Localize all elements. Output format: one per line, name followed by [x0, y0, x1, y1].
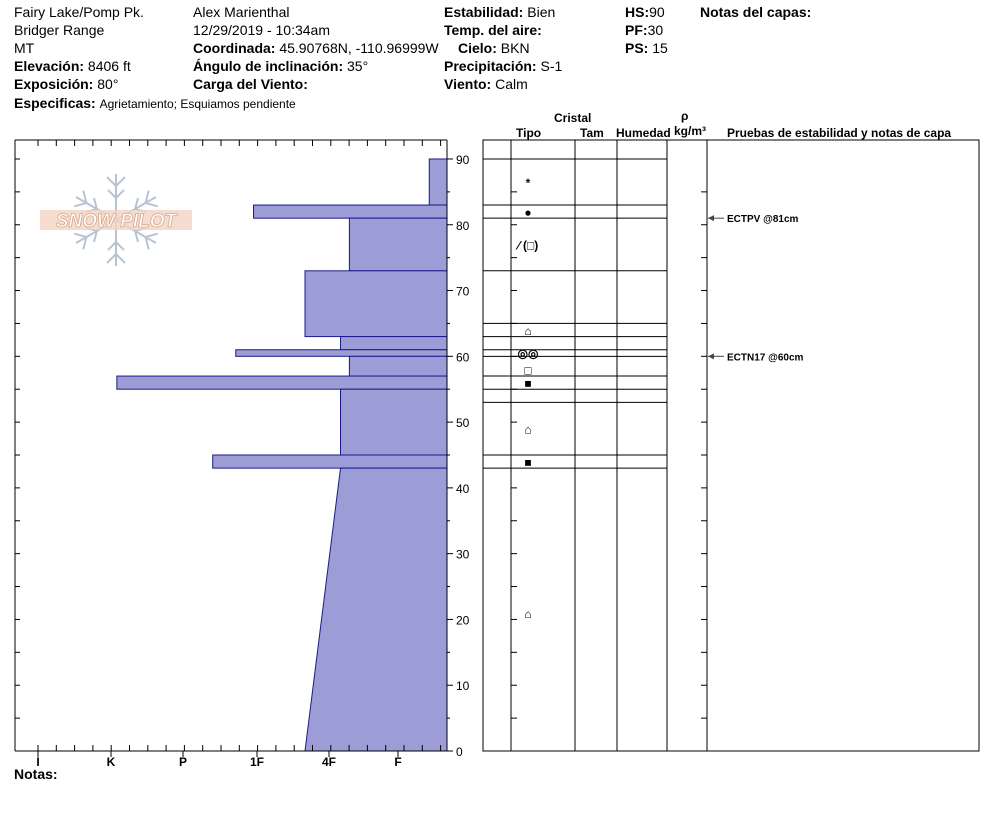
- depth-label: 10: [456, 679, 470, 693]
- hardness-bar: [304, 270, 448, 338]
- tests-header: Pruebas de estabilidad y notas de capa: [727, 126, 952, 140]
- hardness-bar: [304, 467, 448, 752]
- pf: PF:30: [625, 22, 663, 38]
- state: MT: [14, 40, 35, 56]
- specifics-label: Especificas:: [14, 95, 96, 111]
- hardness-bar: [340, 388, 448, 456]
- depth-label: 50: [456, 416, 470, 430]
- hardness-label: 4F: [322, 755, 336, 769]
- precip-label: Precipitación:: [444, 58, 537, 74]
- type-header: Tipo: [516, 126, 542, 140]
- stability: Estabilidad: Bien: [444, 4, 555, 20]
- hardness-bar: [428, 158, 448, 206]
- air-temp-label: Temp. del aire:: [444, 22, 542, 38]
- logo-text: SNOW PILOT: [56, 211, 178, 232]
- stability-value: Bien: [527, 4, 556, 20]
- range: Bridger Range: [14, 22, 105, 38]
- aspect: Exposición: 80°: [14, 76, 118, 92]
- aspect-value: 80°: [97, 76, 119, 92]
- hardness-bar: [348, 355, 448, 377]
- datetime: 12/29/2019 - 10:34am: [193, 22, 330, 38]
- elevation-value: 8406 ft: [87, 58, 131, 74]
- wind-label: Viento:: [444, 76, 492, 92]
- slope-value: 35°: [347, 58, 369, 74]
- test-arrow: [708, 353, 714, 360]
- hardness-bar: [340, 336, 448, 351]
- size-header: Tam: [580, 126, 604, 140]
- grain-type-symbol: ◎◎: [518, 346, 539, 360]
- sky-label: Cielo:: [458, 40, 497, 56]
- wind-value: Calm: [495, 76, 528, 92]
- hardness-bar: [235, 349, 448, 357]
- grain-type-symbol: ■: [524, 377, 531, 391]
- density-unit-header: kg/m³: [674, 124, 707, 138]
- depth-label: 0: [456, 745, 463, 759]
- depth-label: 30: [456, 548, 470, 562]
- grain-type-symbol: ■: [524, 456, 531, 470]
- hardness-label: I: [36, 755, 39, 769]
- hardness-label: F: [394, 755, 401, 769]
- observer: Alex Marienthal: [193, 4, 290, 20]
- grain-type-symbol: □: [524, 363, 531, 377]
- hs: HS:90: [625, 4, 665, 20]
- layer-notes-label: Notas del capas:: [700, 4, 812, 20]
- depth-label: 90: [456, 153, 470, 167]
- hs-value: 90: [649, 4, 665, 20]
- hardness-label: P: [179, 755, 187, 769]
- grain-type-symbol: ⁄ (□): [515, 238, 539, 252]
- pf-label: PF:: [625, 22, 648, 38]
- elevation-label: Elevación:: [14, 58, 85, 74]
- snowpilot-logo: SNOW PILOT: [36, 168, 196, 272]
- stability-test-label: ECTPV @81cm: [727, 214, 799, 225]
- crystal-header: Cristal: [554, 111, 592, 125]
- grain-type-symbol: ⌂: [524, 607, 531, 621]
- coordinates: Coordinada: 45.90768N, -110.96999W: [193, 40, 439, 56]
- specifics-value: Agrietamiento; Esquiamos pendiente: [99, 97, 296, 111]
- sky: Cielo: BKN: [458, 40, 530, 56]
- grain-type-symbol: ⌂: [524, 324, 531, 338]
- stability-test-label: ECTN17 @60cm: [727, 352, 804, 363]
- sky-value: BKN: [500, 40, 530, 56]
- coord-label: Coordinada:: [193, 40, 276, 56]
- precip-value: S-1: [540, 58, 563, 74]
- hardness-bar: [116, 375, 448, 390]
- aspect-label: Exposición:: [14, 76, 94, 92]
- rho-header: ρ: [681, 109, 689, 123]
- coord-value: 45.90768N, -110.96999W: [279, 40, 439, 56]
- moisture-header: Humedad: [616, 126, 671, 140]
- grain-type-symbol: ●: [524, 206, 531, 220]
- grain-type-symbol: *: [526, 176, 531, 190]
- depth-label: 60: [456, 350, 470, 364]
- specifics: Especificas: Agrietamiento; Esquiamos pe…: [14, 95, 296, 112]
- depth-label: 70: [456, 285, 470, 299]
- precipitation: Precipitación: S-1: [444, 58, 562, 74]
- slope-label: Ángulo de inclinación:: [193, 58, 344, 74]
- depth-label: 80: [456, 219, 470, 233]
- hardness-bar: [348, 217, 448, 272]
- ps: PS: 15: [625, 40, 668, 56]
- stability-label: Estabilidad:: [444, 4, 524, 20]
- notes-label: Notas:: [14, 766, 58, 782]
- layer-table-frame: [482, 139, 980, 752]
- elevation: Elevación: 8406 ft: [14, 58, 131, 74]
- slope-angle: Ángulo de inclinación: 35°: [193, 58, 368, 74]
- hardness-label: 1F: [250, 755, 264, 769]
- test-arrow: [708, 215, 714, 222]
- ps-value: 15: [652, 40, 668, 56]
- hardness-bar: [253, 204, 448, 219]
- depth-label: 20: [456, 613, 470, 627]
- depth-label: 40: [456, 482, 470, 496]
- wind: Viento: Calm: [444, 76, 528, 92]
- hardness-bar: [212, 454, 448, 469]
- hardness-label: K: [107, 755, 116, 769]
- hs-label: HS:: [625, 4, 650, 20]
- grain-type-symbol: ⌂: [524, 423, 531, 437]
- location: Fairy Lake/Pomp Pk.: [14, 4, 144, 20]
- ps-label: PS:: [625, 40, 649, 56]
- wind-load-label: Carga del Viento:: [193, 76, 308, 92]
- snowflake-icon: SNOW PILOT: [40, 174, 192, 266]
- pf-value: 30: [647, 22, 664, 38]
